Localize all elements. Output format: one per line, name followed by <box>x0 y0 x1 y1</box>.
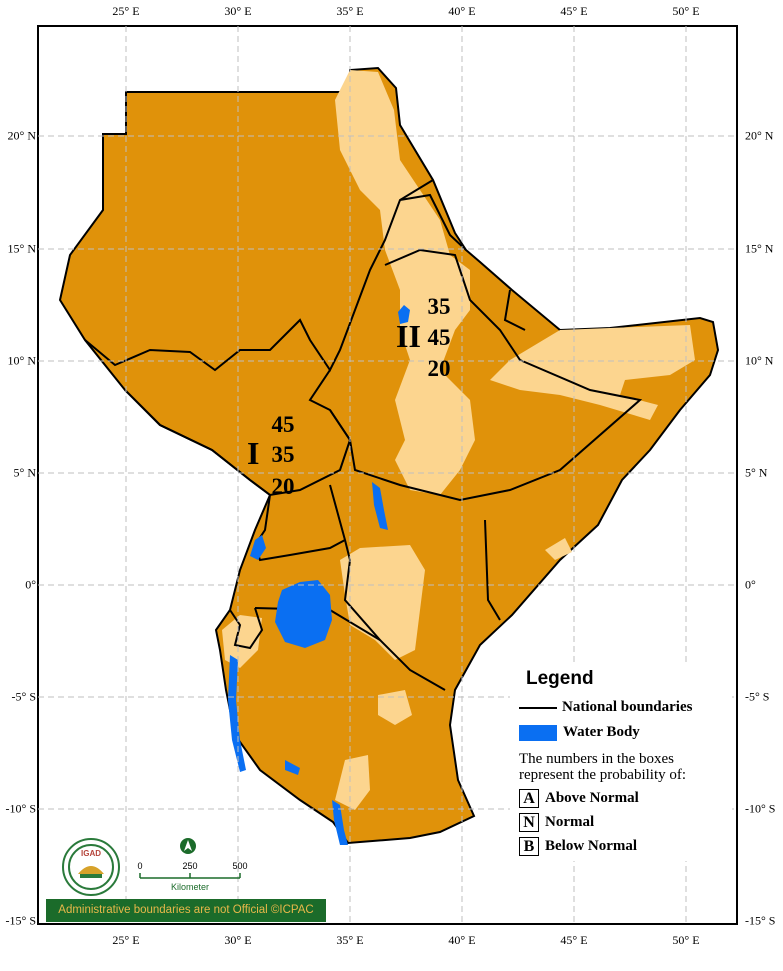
lat-tick-right: -15° S <box>745 913 776 928</box>
lat-tick-left: 10° N <box>7 353 36 368</box>
normal-zone-somalia <box>490 325 695 420</box>
lat-tick-right: -10° S <box>745 801 776 816</box>
scale-bar-graphic: 0 250 500 Kilometer <box>137 838 248 892</box>
water-swatch-icon <box>519 724 557 741</box>
legend-boundaries-label: National boundaries <box>562 699 693 715</box>
boundary-rwanda-burundi <box>229 607 264 650</box>
lat-tick-right: -5° S <box>745 689 770 704</box>
scale-unit: Kilometer <box>171 882 209 892</box>
lat-tick-right: 10° N <box>745 353 774 368</box>
category-box-icon: N <box>519 813 539 832</box>
scale-tick: 0 <box>137 861 142 871</box>
boundaries-disclaimer: Administrative boundaries are not Offici… <box>46 899 326 922</box>
igad-emblem-icon: IGAD <box>68 844 114 890</box>
zone-label: I <box>247 435 260 471</box>
igad-logo: IGAD <box>62 838 120 896</box>
zone-probability-below: 20 <box>271 474 295 499</box>
lat-tick-left: -10° S <box>5 801 36 816</box>
lon-tick-top: 50° E <box>672 4 700 18</box>
lat-tick-left: 20° N <box>7 128 36 143</box>
legend-water: Water Body <box>519 724 640 741</box>
logo-text: IGAD <box>81 849 101 858</box>
boundary-line-icon <box>519 706 557 709</box>
zone-probability-normal: 45 <box>427 325 451 350</box>
normal-zone-south <box>335 755 370 810</box>
normal-zone-west <box>222 615 262 668</box>
scale-tick: 500 <box>232 861 247 871</box>
lake-albert <box>250 535 266 560</box>
lon-tick-top: 25° E <box>112 4 140 18</box>
legend-title: Legend <box>526 668 594 689</box>
normal-zones <box>222 70 695 810</box>
legend-boundaries: National boundaries <box>519 699 692 716</box>
legend-note: The numbers in the boxes represent the p… <box>519 751 687 783</box>
legend-category: A Above Normal <box>519 789 639 808</box>
lat-tick-left: 15° N <box>7 241 36 256</box>
lake-malawi <box>332 800 348 845</box>
lat-tick-right: 5° N <box>745 465 768 480</box>
lake-victoria <box>275 580 332 648</box>
normal-zone-north <box>335 70 475 495</box>
scale-tick: 250 <box>182 861 197 871</box>
lon-tick-top: 40° E <box>448 4 476 18</box>
lat-tick-right: 20° N <box>745 128 774 143</box>
lon-tick-top: 30° E <box>224 4 252 18</box>
legend-category: N Normal <box>519 813 594 832</box>
boundary-ethiopia <box>329 248 643 502</box>
lat-tick-left: -5° S <box>11 689 36 704</box>
lon-tick-bottom: 50° E <box>672 933 700 947</box>
zone-probability-normal: 35 <box>271 442 295 467</box>
zone-label: II <box>396 318 421 354</box>
normal-zone-central <box>340 545 425 660</box>
lon-tick-bottom: 25° E <box>112 933 140 947</box>
scale-bar: 0 250 500 Kilometer <box>134 836 254 896</box>
zone-probability-above: 45 <box>271 412 295 437</box>
lon-tick-top: 35° E <box>336 4 364 18</box>
lon-tick-bottom: 30° E <box>224 933 252 947</box>
legend-water-label: Water Body <box>563 724 640 740</box>
legend-category-label: Above Normal <box>545 789 639 806</box>
lake-turkana <box>372 482 388 530</box>
lon-tick-bottom: 35° E <box>336 933 364 947</box>
lake-tanganyika <box>228 655 246 772</box>
legend-category-label: Below Normal <box>545 837 638 854</box>
lat-tick-right: 0° <box>745 577 756 592</box>
lat-tick-left: 0° <box>25 577 36 592</box>
lon-tick-bottom: 45° E <box>560 933 588 947</box>
lake-tana <box>398 305 410 324</box>
lat-tick-left: 5° N <box>13 465 36 480</box>
lat-tick-right: 15° N <box>745 241 774 256</box>
legend-background <box>510 666 732 861</box>
category-box-icon: A <box>519 789 539 808</box>
category-box-icon: B <box>519 837 539 856</box>
boundary-eritrea <box>399 193 467 251</box>
zone-probability-below: 20 <box>427 356 451 381</box>
boundary-south-sudan <box>124 369 352 497</box>
boundary-kenya-somalia <box>484 519 501 621</box>
lon-tick-top: 45° E <box>560 4 588 18</box>
legend-category-label: Normal <box>545 813 595 830</box>
normal-zone-tanzania <box>378 690 412 725</box>
boundary-uganda <box>253 494 346 562</box>
legend-category: B Below Normal <box>519 837 637 856</box>
lake-rukwa <box>285 760 300 775</box>
boundary-sudan-south <box>84 179 434 372</box>
lat-tick-left: -15° S <box>5 913 36 928</box>
lon-tick-bottom: 40° E <box>448 933 476 947</box>
water-bodies <box>228 305 410 845</box>
boundary-djibouti <box>503 289 526 331</box>
zone-probability-above: 35 <box>427 294 451 319</box>
normal-zone-coast <box>545 538 572 560</box>
